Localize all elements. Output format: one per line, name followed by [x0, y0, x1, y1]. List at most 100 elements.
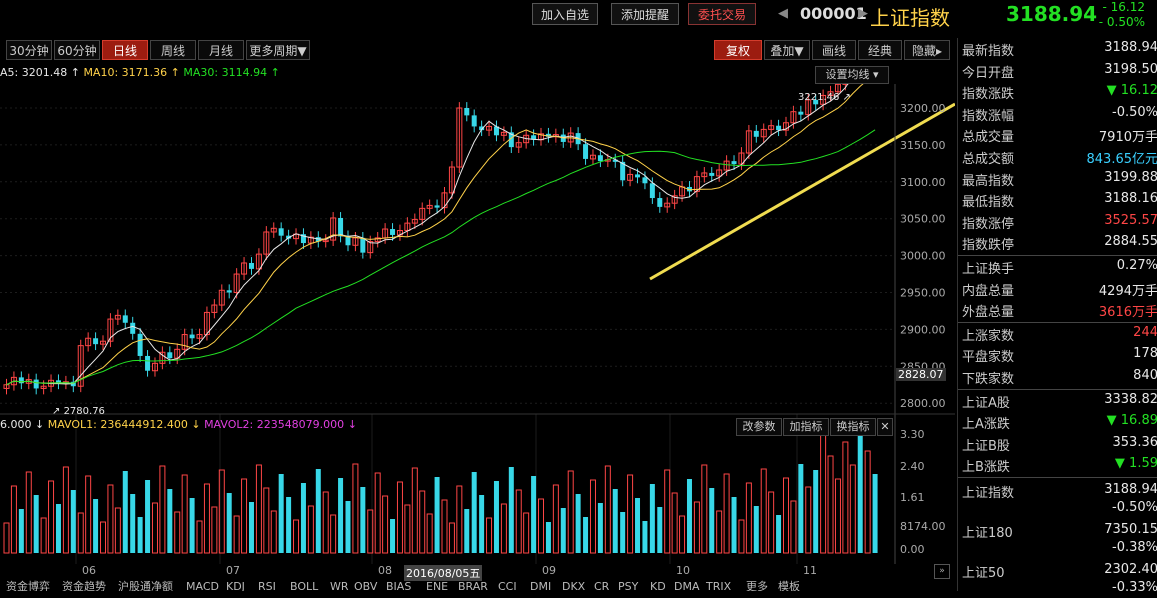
set-ma-dropdown[interactable]: 设置均线 ▾: [815, 66, 889, 84]
ma30-label: MA30: 3114.94: [183, 66, 267, 79]
stock-name: 上证指数: [870, 2, 950, 31]
indicator-tab[interactable]: 资金博弈: [6, 580, 50, 591]
mavol1-label: MAVOL1: 236444912.400: [48, 418, 188, 431]
indicator-tab[interactable]: CR: [594, 580, 609, 591]
indicator-tab[interactable]: ENE: [426, 580, 448, 591]
volume-tick: 3.30: [900, 428, 925, 441]
indicator-tab[interactable]: DKX: [562, 580, 585, 591]
price-tick: 3000.00: [900, 250, 946, 263]
entrust-trade-button[interactable]: 委托交易: [688, 3, 756, 25]
change-params-button[interactable]: 改参数: [736, 418, 782, 436]
more-periods-dropdown[interactable]: 更多周期▼: [246, 40, 310, 60]
stock-change-pct: - 0.50%: [1099, 15, 1145, 29]
classic-button[interactable]: 经典: [858, 40, 902, 60]
price-axis: 3200.003150.003100.003050.003000.002950.…: [0, 84, 955, 577]
volume-tick: 0.00: [900, 543, 925, 556]
indicator-tab[interactable]: PSY: [618, 580, 638, 591]
prev-stock-icon[interactable]: ◀: [778, 6, 788, 21]
add-indicator-button[interactable]: 加指标: [783, 418, 829, 436]
current-price-tag: 2828.07: [896, 368, 946, 381]
indicator-tab[interactable]: MACD: [186, 580, 219, 591]
overlay-dropdown[interactable]: 叠加▼: [764, 40, 810, 60]
ma-legend: A5: 3201.48 ↑ MA10: 3171.36 ↑ MA30: 3114…: [0, 66, 280, 79]
close-indicator-icon[interactable]: ✕: [877, 418, 893, 436]
volume-bars: [4, 428, 878, 553]
indicator-tab[interactable]: WR: [330, 580, 349, 591]
date-tick: 11: [803, 564, 817, 577]
date-tick: 08: [378, 564, 392, 577]
add-alert-button[interactable]: 添加提醒: [611, 3, 679, 25]
period-60min[interactable]: 60分钟: [54, 40, 100, 60]
indicator-tab[interactable]: BIAS: [386, 580, 411, 591]
quote-row: 指数涨幅-0.50%: [962, 103, 1157, 124]
mavol2-label: MAVOL2: 223548079.000: [204, 418, 344, 431]
quote-row: 指数涨跌▼ 16.12: [962, 81, 1157, 102]
indicator-tab[interactable]: TRIX: [706, 580, 731, 591]
period-toolbar: 30分钟 60分钟 日线 周线 月线 更多周期▼ 复权 叠加▼ 画线 经典 隐藏…: [0, 38, 955, 62]
indicator-tab[interactable]: 模板: [778, 580, 800, 591]
indicator-tab[interactable]: BOLL: [290, 580, 318, 591]
price-tick: 2950.00: [900, 287, 946, 300]
indicator-tabs: 资金博弈 资金趋势 沪股通净额 MACD KDJ RSI BOLL WR OBV BIAS ENE B…: [0, 580, 955, 591]
ab-share-row: 上A涨跌▼ 16.89: [962, 411, 1157, 432]
kline-chart[interactable]: 3200.003150.003100.003050.003000.002950.…: [0, 84, 955, 580]
indicator-tab[interactable]: BRAR: [458, 580, 488, 591]
stock-code: 000001: [800, 4, 867, 23]
hide-button[interactable]: 隐藏▸: [904, 40, 950, 60]
top-toolbar: 加入自选 添加提醒 委托交易 ◀ 000001 ▶ 上证指数 3188.94 -…: [0, 0, 1157, 30]
volume-tick: 1.61: [900, 491, 925, 504]
date-tick: 06: [82, 564, 96, 577]
indicator-tab[interactable]: 沪股通净额: [118, 580, 173, 591]
period-daily[interactable]: 日线: [102, 40, 148, 60]
date-tick: 07: [226, 564, 240, 577]
date-cursor: 2016/08/05五: [404, 565, 482, 581]
candlesticks: [4, 84, 878, 394]
adjust-rights-button[interactable]: 复权: [714, 40, 762, 60]
stock-price: 3188.94: [1006, 2, 1097, 26]
price-tick: 3200.00: [900, 102, 946, 115]
scroll-right-icon[interactable]: »: [934, 564, 950, 579]
period-monthly[interactable]: 月线: [198, 40, 244, 60]
indicator-tab[interactable]: 资金趋势: [62, 580, 106, 591]
indicator-tab[interactable]: RSI: [258, 580, 276, 591]
date-tick: 10: [676, 564, 690, 577]
high-annotation: 3221.46 ↗: [798, 92, 851, 103]
switch-indicator-button[interactable]: 换指标: [830, 418, 876, 436]
indicator-tab[interactable]: KDJ: [226, 580, 245, 591]
date-tick: 09: [542, 564, 556, 577]
indicator-tab[interactable]: OBV: [354, 580, 377, 591]
low-annotation: ↗ 2780.76: [52, 406, 105, 417]
indicator-tab[interactable]: 更多: [746, 580, 768, 591]
price-tick: 2900.00: [900, 323, 946, 336]
draw-line-button[interactable]: 画线: [812, 40, 856, 60]
volume-tick: 2.40: [900, 460, 925, 473]
indicator-tab[interactable]: KD: [650, 580, 666, 591]
next-stock-icon[interactable]: ▶: [858, 6, 868, 21]
period-30min[interactable]: 30分钟: [6, 40, 52, 60]
indicator-tab[interactable]: DMA: [674, 580, 700, 591]
indicator-tab[interactable]: CCI: [498, 580, 517, 591]
ma5-label: A5: 3201.48: [0, 66, 67, 79]
price-tick: 2800.00: [900, 397, 946, 410]
add-watchlist-button[interactable]: 加入自选: [532, 3, 598, 25]
indicator-tab[interactable]: DMI: [530, 580, 551, 591]
price-tick: 3050.00: [900, 213, 946, 226]
period-weekly[interactable]: 周线: [150, 40, 196, 60]
price-tick: 3150.00: [900, 139, 946, 152]
